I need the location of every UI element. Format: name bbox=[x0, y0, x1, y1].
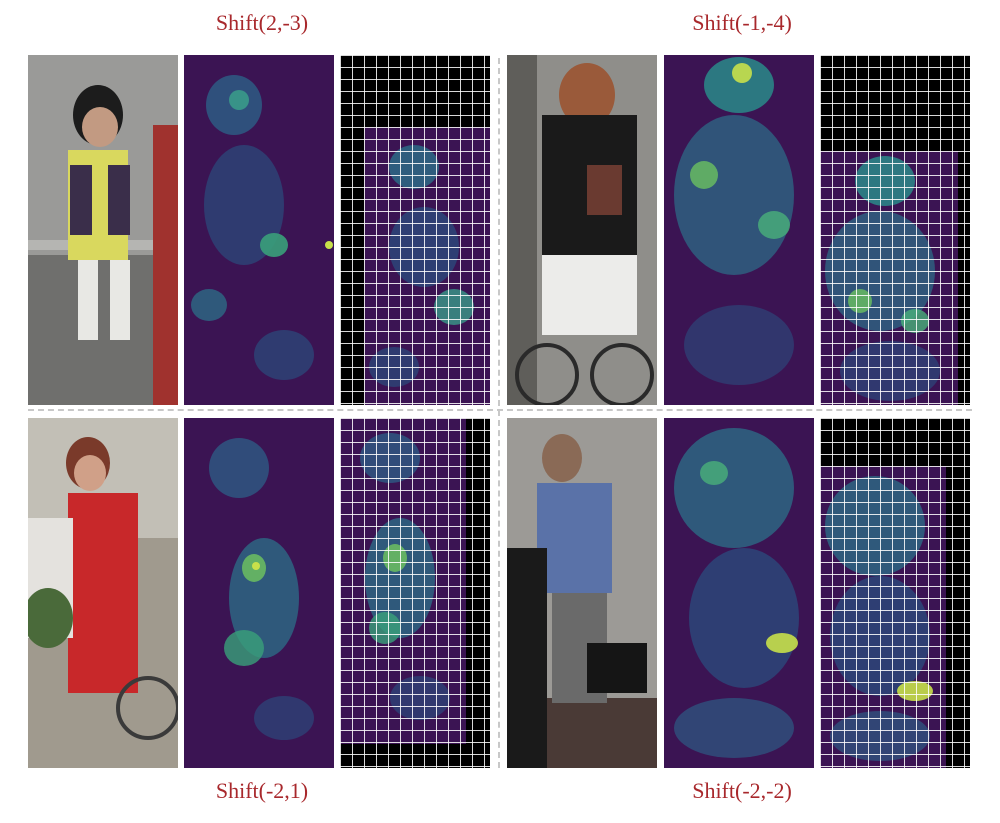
attention-heatmap-bottom-left bbox=[184, 418, 334, 768]
shifted-grid-heatmap-bottom-left bbox=[340, 418, 490, 768]
attention-heatmap-bottom-right bbox=[664, 418, 814, 768]
caption-shift-bottom-left: Shift(-2,1) bbox=[215, 778, 309, 803]
person-image-top-left bbox=[28, 55, 178, 405]
shifted-grid-heatmap-top-right bbox=[820, 55, 970, 405]
shifted-grid-heatmap-bottom-right bbox=[820, 418, 970, 768]
attention-heatmap-top-left bbox=[184, 55, 334, 405]
attention-heatmap-top-right bbox=[664, 55, 814, 405]
person-image-bottom-right bbox=[507, 418, 657, 768]
vertical-divider bbox=[498, 58, 500, 768]
horizontal-divider bbox=[28, 409, 972, 411]
caption-shift-top-left: Shift(2,-3) bbox=[215, 10, 309, 35]
person-image-top-right bbox=[507, 55, 657, 405]
shifted-grid-heatmap-top-left bbox=[340, 55, 490, 405]
person-image-bottom-left bbox=[28, 418, 178, 768]
caption-shift-top-right: Shift(-1,-4) bbox=[692, 10, 792, 35]
caption-shift-bottom-right: Shift(-2,-2) bbox=[692, 778, 792, 803]
